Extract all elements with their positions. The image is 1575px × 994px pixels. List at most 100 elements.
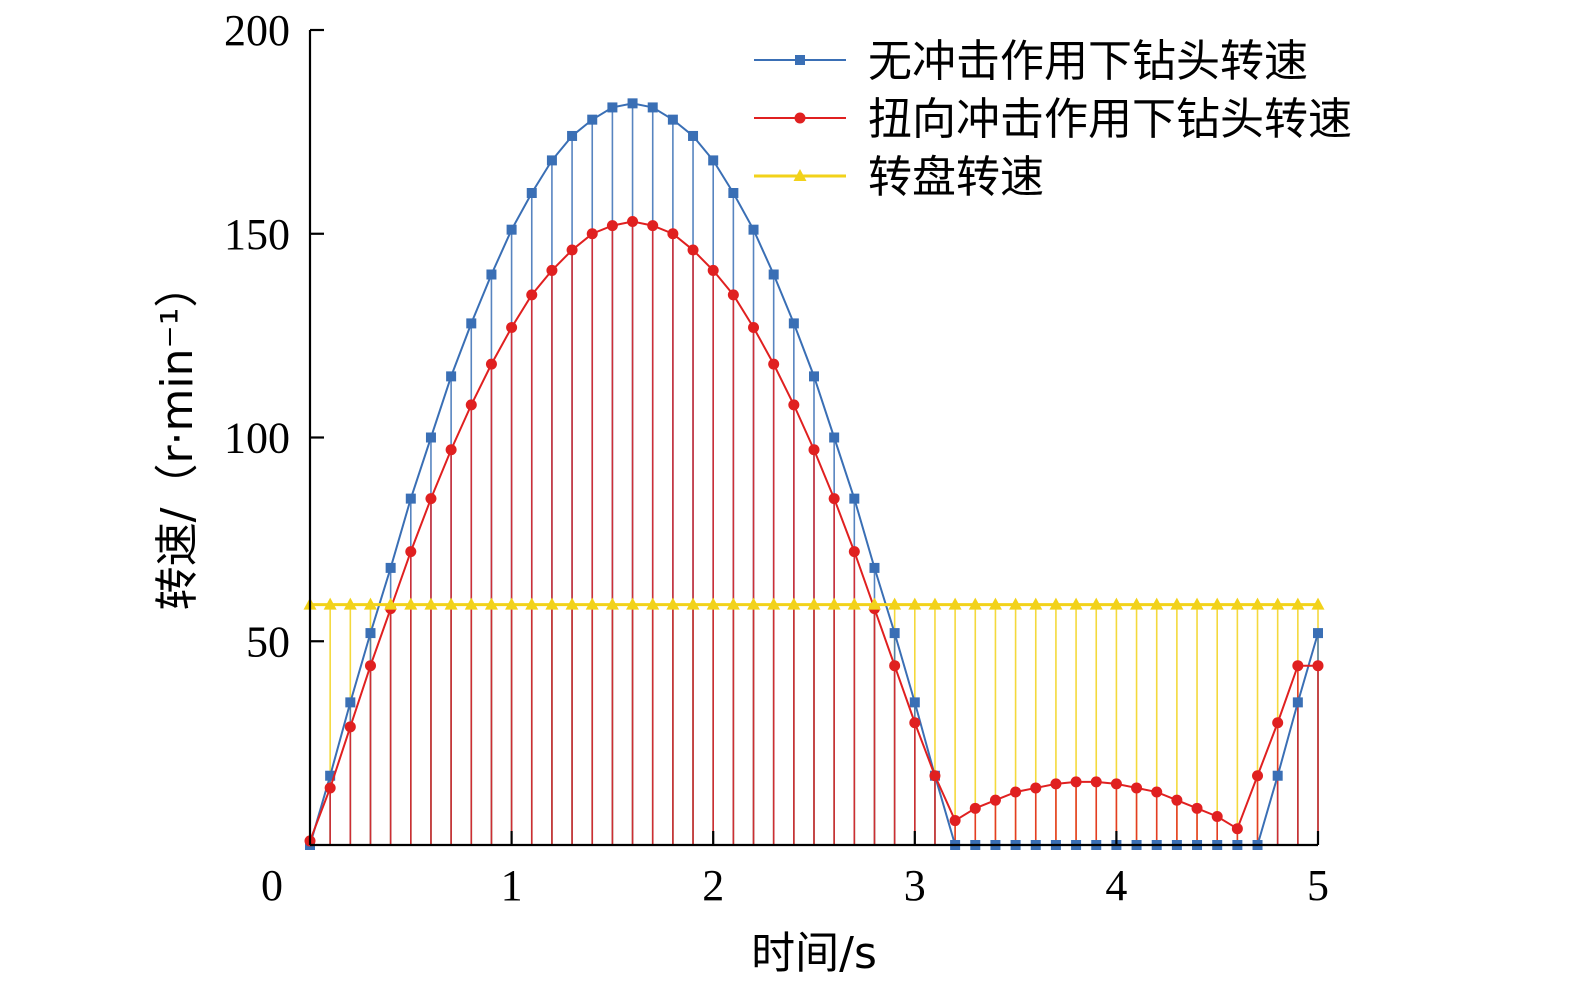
- data-point: [466, 318, 477, 329]
- data-point: [809, 371, 819, 382]
- data-point: [605, 597, 619, 610]
- data-point: [546, 264, 558, 276]
- data-point: [1292, 697, 1303, 708]
- data-point: [365, 628, 376, 639]
- data-point: [788, 318, 799, 329]
- data-point: [345, 697, 356, 708]
- data-point: [425, 432, 436, 443]
- data-point: [909, 697, 920, 708]
- data-point: [748, 321, 760, 333]
- data-point: [627, 98, 638, 109]
- data-point: [404, 597, 418, 610]
- data-point: [525, 597, 539, 610]
- x-tick-label: 4: [1105, 861, 1127, 910]
- data-point: [1170, 597, 1184, 610]
- x-tick-label: 5: [1307, 861, 1329, 910]
- series-3: [303, 597, 1325, 610]
- legend-swatch-marker: [795, 55, 805, 65]
- data-point: [1010, 786, 1022, 798]
- data-point: [949, 815, 961, 827]
- x-tick-label: 1: [501, 861, 523, 910]
- data-point: [1049, 597, 1063, 610]
- data-point: [748, 224, 759, 235]
- data-point: [706, 597, 720, 610]
- data-point: [688, 130, 699, 141]
- legend-entry-3: 转盘转速: [754, 152, 1044, 203]
- drop-lines-layer: [309, 103, 1319, 845]
- data-point: [686, 597, 700, 610]
- data-point: [384, 597, 398, 610]
- data-point: [1291, 597, 1305, 610]
- data-point: [324, 782, 336, 794]
- data-point: [545, 597, 559, 610]
- data-point: [587, 114, 598, 125]
- data-point: [1230, 597, 1244, 610]
- data-point: [526, 188, 537, 198]
- data-point: [344, 721, 356, 733]
- data-point: [1069, 597, 1083, 610]
- y-tick-label: 150: [224, 210, 290, 259]
- data-point: [626, 597, 640, 610]
- data-point: [647, 102, 658, 113]
- data-point: [1271, 597, 1285, 610]
- data-point: [1050, 778, 1062, 790]
- data-point: [323, 597, 337, 610]
- data-point: [363, 597, 377, 610]
- data-point: [1252, 770, 1264, 782]
- data-point: [869, 562, 880, 573]
- data-point: [647, 220, 659, 232]
- data-point: [889, 660, 901, 672]
- data-point: [325, 770, 336, 781]
- y-tick-label: 100: [224, 414, 290, 463]
- data-point: [446, 371, 457, 382]
- data-point: [1109, 597, 1123, 610]
- data-point: [747, 597, 761, 610]
- data-point: [667, 114, 678, 125]
- data-point: [708, 155, 719, 166]
- data-point: [1150, 597, 1164, 610]
- data-point: [1089, 597, 1103, 610]
- legend-swatch-marker: [794, 112, 806, 124]
- y-tick-label: 200: [224, 6, 290, 55]
- data-point: [1272, 770, 1283, 781]
- data-point: [988, 597, 1002, 610]
- data-point: [526, 289, 538, 301]
- data-point: [707, 264, 719, 276]
- data-point: [445, 444, 457, 456]
- data-point: [464, 597, 478, 610]
- series-2: [304, 216, 1324, 847]
- data-point: [1313, 628, 1323, 639]
- data-point: [1210, 597, 1224, 610]
- legend-entry-1: 无冲击作用下钻头转速: [754, 36, 1308, 87]
- data-point: [768, 358, 780, 370]
- y-axis-title: 转速/（r·min⁻¹）: [152, 264, 203, 611]
- data-point: [627, 216, 639, 228]
- data-point: [1070, 776, 1082, 788]
- data-point: [385, 562, 396, 573]
- legend-entry-2: 扭向冲击作用下钻头转速: [754, 94, 1352, 145]
- data-point: [1151, 786, 1163, 798]
- data-point: [485, 358, 497, 370]
- data-point: [484, 597, 498, 610]
- data-point: [1312, 660, 1324, 672]
- legend-label: 无冲击作用下钻头转速: [868, 36, 1308, 87]
- data-point: [989, 794, 1001, 806]
- data-point: [1130, 597, 1144, 610]
- legend-swatch-marker: [793, 169, 807, 181]
- data-point: [1251, 597, 1265, 610]
- data-point: [1292, 660, 1304, 672]
- data-point: [546, 155, 557, 166]
- data-point: [343, 597, 357, 610]
- data-point: [666, 597, 680, 610]
- legend-label: 扭向冲击作用下钻头转速: [868, 94, 1352, 145]
- legend-label: 转盘转速: [868, 152, 1044, 203]
- data-point: [1090, 776, 1102, 788]
- data-point: [606, 220, 618, 232]
- x-axis-title: 时间/s: [751, 928, 877, 979]
- data-point: [1009, 597, 1023, 610]
- data-point: [848, 546, 860, 558]
- data-point: [607, 102, 618, 113]
- data-point: [888, 597, 902, 610]
- data-point: [1272, 717, 1284, 729]
